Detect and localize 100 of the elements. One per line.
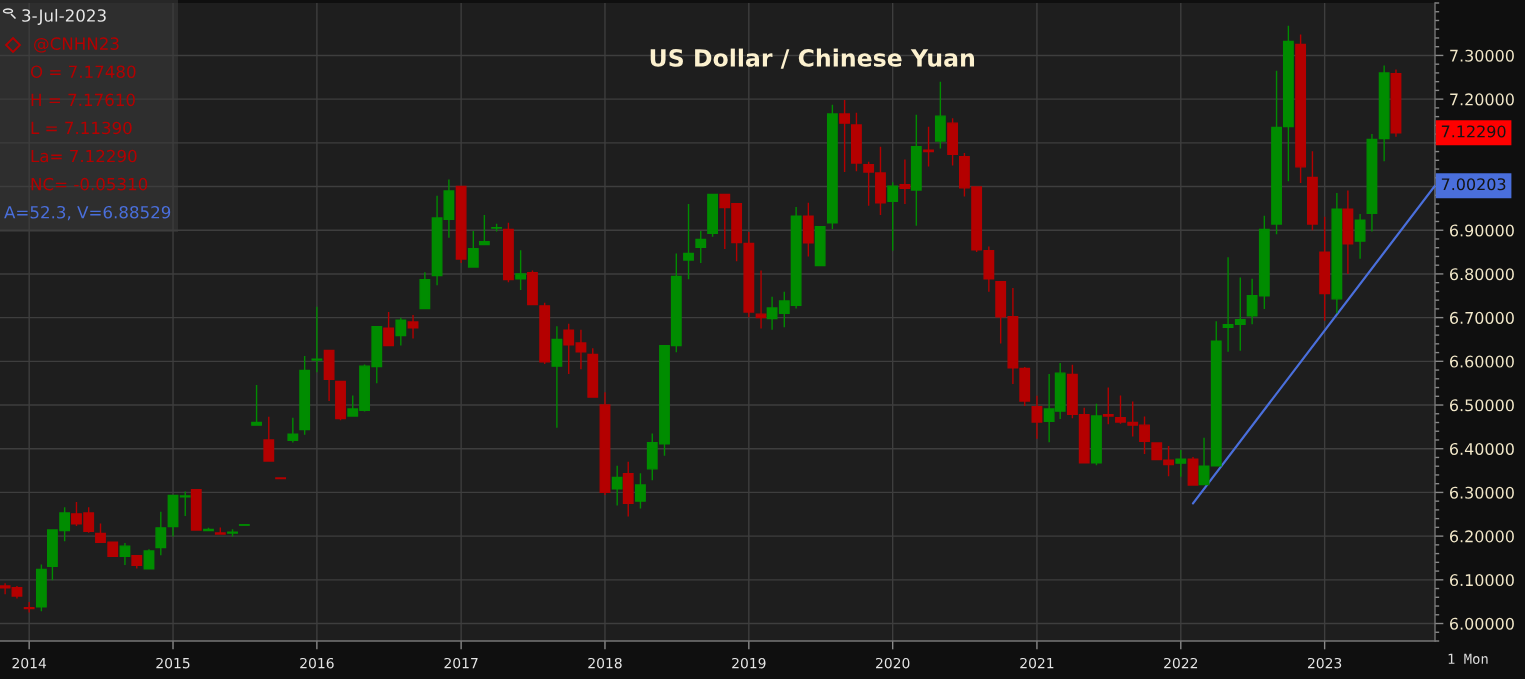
x-tick-label: 2023 (1307, 657, 1342, 669)
candlestick (910, 114, 922, 227)
annotation: @CNHN23 (34, 37, 119, 53)
candlestick (155, 510, 167, 557)
y-tick-label: 7.30000 (1450, 49, 1514, 62)
candlestick (839, 99, 851, 173)
candlestick (419, 271, 431, 310)
y-tick-label: 6.40000 (1450, 442, 1514, 456)
candlestick (707, 193, 718, 238)
candlestick (1354, 213, 1366, 260)
candlestick (923, 125, 934, 168)
candlestick (622, 461, 634, 518)
candlestick (203, 527, 214, 532)
candlestick (1271, 70, 1282, 235)
y-tick-label: 6.90000 (1450, 224, 1514, 237)
candlestick (1031, 395, 1043, 440)
y-tick-label: 6.80000 (1450, 268, 1514, 281)
x-tick-label: 2019 (732, 657, 766, 669)
candlestick (527, 269, 538, 306)
candlestick (491, 222, 503, 233)
x-tick-label: 2016 (300, 657, 334, 669)
candlestick (1366, 133, 1378, 233)
candlestick (575, 329, 587, 370)
candlestick (131, 555, 143, 570)
y-tick-label: 6.20000 (1450, 530, 1514, 543)
candlestick (1091, 403, 1102, 467)
x-tick-label: 2017 (444, 657, 478, 669)
annotation: L = 7.11390 (31, 121, 132, 135)
candlestick (383, 311, 395, 347)
candlestick (515, 249, 527, 291)
candlestick (335, 380, 346, 422)
candlestick (887, 181, 899, 252)
y-tick-label: 6.60000 (1450, 355, 1514, 368)
candlestick (1102, 386, 1114, 425)
candlestick (1307, 150, 1318, 231)
annotation: 7.00203 (1441, 178, 1506, 191)
y-tick-label: 6.30000 (1450, 486, 1514, 499)
candlestick (323, 349, 335, 402)
candlestick (1198, 437, 1210, 486)
candlestick (179, 490, 191, 517)
candlestick (1175, 449, 1187, 478)
candlestick (119, 542, 131, 566)
candlestick (695, 230, 707, 264)
candlestick (23, 601, 35, 614)
candlestick (407, 314, 419, 340)
x-tick-label: 2014 (12, 657, 47, 669)
candlestick (1282, 25, 1294, 182)
candlestick (635, 472, 646, 510)
candlestick (743, 231, 755, 318)
annotation: H = 7.17610 (31, 93, 135, 107)
candlestick (1342, 189, 1354, 275)
candlestick (826, 104, 838, 230)
annotation: NC= -0.05310 (31, 177, 148, 191)
candlestick (1390, 68, 1402, 138)
candlestick (35, 563, 47, 612)
candlestick (947, 117, 959, 167)
annotation: 3-Jul-2023 (22, 8, 106, 25)
x-tick-label: 2015 (156, 657, 190, 669)
candlestick (802, 202, 814, 258)
candlestick (683, 203, 694, 280)
candlestick (467, 230, 479, 268)
x-tick-label: 2022 (1164, 657, 1198, 669)
candlestick (934, 80, 946, 150)
candlestick (227, 528, 238, 538)
y-tick-label: 6.70000 (1450, 311, 1514, 324)
candlestick (1187, 456, 1199, 487)
candlestick (287, 417, 299, 444)
x-tick-label: 2021 (1020, 657, 1054, 669)
candlestick (1210, 320, 1222, 467)
candlestick (1331, 192, 1343, 314)
candlestick (251, 384, 262, 427)
candlestick (599, 391, 611, 496)
annotation: 7.12290 (1441, 125, 1506, 138)
candlestick (551, 325, 563, 429)
candlestick (755, 269, 767, 330)
candlestick (311, 306, 323, 373)
x-tick-label: 2020 (876, 657, 910, 669)
candlestick (1319, 215, 1331, 322)
candlestick (1295, 33, 1307, 184)
candlestick (851, 111, 862, 172)
candlestick (214, 526, 226, 536)
candlestick (167, 494, 179, 538)
candlestick (1378, 64, 1390, 162)
x-tick-label: 2018 (588, 657, 622, 669)
candlestick (539, 302, 551, 365)
candlestick (611, 465, 623, 507)
candlestick (899, 158, 911, 205)
y-tick-label: 7.20000 (1450, 93, 1514, 106)
annotation: A=52.3, V=6.88529 (4, 205, 171, 221)
text: 1 Mon (1448, 653, 1488, 665)
candlestick (190, 489, 202, 531)
y-tick-label: 6.00000 (1450, 617, 1514, 630)
candlestick (502, 222, 514, 283)
candlestick (478, 214, 490, 246)
candlestick (143, 548, 155, 570)
candlestick (455, 184, 467, 264)
candlestick (299, 355, 311, 436)
candlestick (587, 347, 599, 398)
annotation: La= 7.12290 (31, 149, 137, 163)
text: US Dollar / Chinese Yuan (650, 48, 975, 69)
